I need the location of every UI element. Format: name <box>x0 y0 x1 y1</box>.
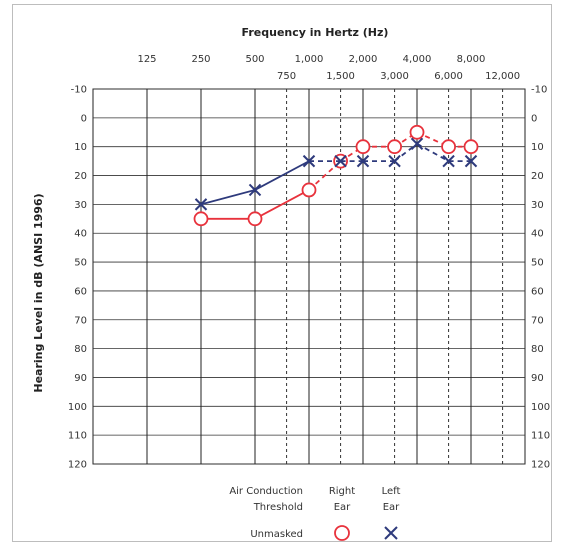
y-tick-label-right: 20 <box>531 171 544 182</box>
x-mark-stroke <box>334 154 347 168</box>
y-tick-label-left: 80 <box>74 344 87 355</box>
legend-right-ear-circle-icon <box>334 525 350 541</box>
x-tick-label-major: 8,000 <box>457 54 486 65</box>
y-tick-label-right: 110 <box>531 431 550 442</box>
x-tick-label-major: 250 <box>191 54 210 65</box>
y-tick-label-left: 90 <box>74 373 87 384</box>
x-tick-label-major: 500 <box>245 54 264 65</box>
series-line-left-ear <box>416 143 450 162</box>
x-mark-stroke <box>442 154 455 168</box>
series-line-left-ear <box>200 189 256 206</box>
y-tick-label-right: 10 <box>531 142 544 153</box>
y-tick-label-left: 100 <box>68 402 87 413</box>
figure-border <box>12 4 552 542</box>
x-tick-label-minor: 12,000 <box>485 71 520 82</box>
legend-left: Left <box>382 486 401 497</box>
y-tick-label-right: 0 <box>531 113 537 124</box>
y-tick-label-right: 90 <box>531 373 544 384</box>
point-left-ear <box>302 154 316 168</box>
point-left-ear <box>248 183 262 197</box>
x-mark-stroke <box>248 183 262 197</box>
y-tick-label-right: 120 <box>531 460 550 471</box>
point-right-ear <box>463 139 479 155</box>
x-tick-label-minor: 6,000 <box>434 71 463 82</box>
legend: Air Conduction Threshold Unmasked Right … <box>229 486 401 541</box>
series-line-left-ear <box>254 160 310 191</box>
y-tick-label-left: 50 <box>74 258 87 269</box>
x-mark-stroke <box>356 154 370 168</box>
y-tick-label-left: 120 <box>68 460 87 471</box>
legend-left-ear-x-icon <box>384 526 398 540</box>
series-right-ear <box>193 124 479 227</box>
y-tick-labels: -10 -10 0 0 10 10 20 20 30 30 40 40 50 50 60 60 70 70 80 80… <box>68 85 550 471</box>
x-tick-label-minor: 1,500 <box>326 71 355 82</box>
point-left-ear <box>388 154 401 168</box>
point-right-ear <box>301 182 317 198</box>
x-mark-stroke <box>464 154 478 168</box>
grid <box>92 88 526 465</box>
x-tick-label-major: 125 <box>137 54 156 65</box>
y-tick-label-right: 50 <box>531 258 544 269</box>
y-tick-label-left: -10 <box>71 85 87 96</box>
y-tick-label-left: 60 <box>74 286 87 297</box>
point-left-ear <box>194 198 208 211</box>
x-mark-stroke <box>194 198 208 211</box>
y-tick-label-right: 80 <box>531 344 544 355</box>
x-tick-label-minor: 3,000 <box>380 71 409 82</box>
y-tick-label-left: 10 <box>74 142 87 153</box>
point-left-ear <box>356 154 370 168</box>
y-tick-label-left: 0 <box>81 113 87 124</box>
y-tick-label-right: 30 <box>531 200 544 211</box>
legend-threshold: Threshold <box>253 502 303 513</box>
y-tick-label-right: 40 <box>531 229 544 240</box>
y-tick-label-left: 110 <box>68 431 87 442</box>
y-tick-label-right: -10 <box>531 85 547 96</box>
point-left-ear <box>464 154 478 168</box>
x-tick-label-major: 1,000 <box>295 54 324 65</box>
legend-left-ear: Ear <box>383 502 400 513</box>
y-tick-label-left: 40 <box>74 229 87 240</box>
x-mark-stroke <box>388 154 401 168</box>
point-right-ear <box>441 139 456 155</box>
y-tick-label-right: 100 <box>531 402 550 413</box>
x-tick-labels: 125 250 500 1,000 2,000 4,000 8,000 750 1,500 3,0… <box>137 54 520 82</box>
point-left-ear <box>442 154 455 168</box>
point-left-ear <box>410 137 424 151</box>
point-right-ear <box>409 124 425 140</box>
y-tick-label-left: 70 <box>74 315 87 326</box>
y-tick-label-left: 20 <box>74 171 87 182</box>
legend-right-ear: Ear <box>334 502 351 513</box>
point-right-ear <box>387 139 402 155</box>
legend-air-conduction: Air Conduction <box>229 486 303 497</box>
x-mark-stroke <box>302 154 316 168</box>
legend-right: Right <box>329 486 355 497</box>
point-right-ear <box>355 139 371 155</box>
series-line-right-ear <box>254 189 310 220</box>
y-tick-label-left: 30 <box>74 200 87 211</box>
y-tick-label-right: 70 <box>531 315 544 326</box>
chart-title: Frequency in Hertz (Hz) <box>242 26 389 39</box>
x-tick-label-major: 2,000 <box>349 54 378 65</box>
series-line-right-ear <box>308 160 342 191</box>
series-left-ear <box>194 137 478 211</box>
y-tick-label-right: 60 <box>531 286 544 297</box>
x-tick-label-major: 4,000 <box>403 54 432 65</box>
point-left-ear <box>334 154 347 168</box>
legend-unmasked: Unmasked <box>250 529 303 540</box>
x-tick-label-minor: 750 <box>277 71 296 82</box>
point-right-ear <box>247 211 263 227</box>
point-right-ear <box>193 211 209 227</box>
series-layer <box>193 124 479 227</box>
y-axis-label: Hearing Level in dB (ANSI 1996) <box>32 193 45 392</box>
x-mark-stroke <box>410 137 424 151</box>
